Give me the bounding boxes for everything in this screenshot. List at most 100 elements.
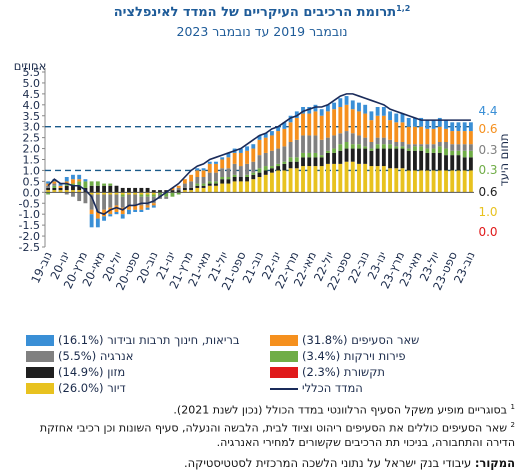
bar-fruit bbox=[64, 183, 69, 186]
bar-food bbox=[46, 187, 51, 191]
bar-energy bbox=[294, 139, 299, 158]
bar-food bbox=[245, 177, 249, 182]
bar-food bbox=[226, 179, 231, 184]
bar-other bbox=[257, 139, 262, 156]
bar-health bbox=[319, 109, 324, 116]
bar-food bbox=[369, 150, 374, 167]
bar-health bbox=[139, 209, 144, 212]
y-tick-label: 4.0 bbox=[23, 99, 41, 112]
bar-energy bbox=[363, 137, 368, 147]
y-tick-label: 4.5 bbox=[23, 88, 41, 101]
bar-other bbox=[207, 163, 212, 173]
bar-housing bbox=[294, 168, 299, 193]
bar-housing bbox=[288, 168, 293, 193]
bar-energy bbox=[437, 142, 442, 147]
bar-food bbox=[170, 190, 175, 193]
bar-housing bbox=[313, 166, 318, 193]
bar-housing bbox=[332, 163, 337, 193]
bar-health bbox=[450, 122, 455, 132]
bar-food bbox=[381, 148, 386, 167]
bar-fruit bbox=[151, 194, 156, 197]
bar-housing bbox=[195, 187, 200, 193]
bar-housing bbox=[357, 163, 361, 193]
bar-other bbox=[133, 205, 138, 210]
bar-health bbox=[226, 152, 231, 158]
y2-axis-label: תחום היעד bbox=[497, 133, 511, 186]
bar-housing bbox=[263, 174, 268, 193]
bar-food bbox=[425, 152, 430, 171]
bar-other bbox=[52, 181, 57, 184]
bar-food bbox=[419, 150, 424, 171]
y-tick-label: -2.0 bbox=[19, 230, 40, 243]
bar-housing bbox=[151, 192, 156, 195]
bar-food bbox=[220, 179, 225, 184]
bar-health bbox=[394, 113, 399, 123]
bar-energy bbox=[444, 142, 448, 149]
bar-fruit bbox=[294, 157, 299, 162]
bar-energy bbox=[319, 139, 324, 156]
bar-other bbox=[394, 122, 399, 142]
bar-other bbox=[77, 179, 82, 182]
footnote-2: 2 שאר הסעיפים כוללים את הסעיפים ריהוט וצ… bbox=[39, 421, 515, 450]
bar-other bbox=[381, 115, 386, 138]
bar-energy bbox=[413, 144, 417, 147]
cpi-line bbox=[47, 93, 471, 216]
footnotes: 1 בסוגריים מופיע משקל הסעיף הרלוונטי במד… bbox=[10, 400, 515, 451]
bar-energy bbox=[182, 183, 187, 188]
plot-area: -2.5-2.0-1.5-1.0-0.50.00.51.01.52.02.53.… bbox=[19, 66, 498, 292]
bar-fruit bbox=[332, 148, 337, 153]
bar-other bbox=[127, 205, 131, 210]
bar-other bbox=[307, 113, 312, 136]
bar-health bbox=[462, 122, 467, 132]
bar-health bbox=[263, 133, 268, 138]
bar-health bbox=[294, 111, 299, 118]
bar-housing bbox=[89, 192, 94, 195]
bar-housing bbox=[120, 192, 125, 195]
bar-fruit bbox=[456, 150, 461, 156]
bar-food bbox=[257, 172, 262, 178]
bar-health bbox=[425, 120, 430, 129]
bar-health bbox=[301, 107, 305, 114]
bar-fruit bbox=[400, 146, 405, 149]
y-tick-label: 5.0 bbox=[23, 77, 41, 90]
legend-label-food: מזון (14.9%) bbox=[58, 365, 126, 379]
legend-swatch-health bbox=[26, 335, 54, 346]
bar-health bbox=[238, 148, 243, 153]
bar-health bbox=[444, 120, 448, 129]
bar-health bbox=[120, 214, 125, 219]
bar-other bbox=[350, 109, 355, 134]
bar-fruit bbox=[95, 181, 100, 186]
bar-energy bbox=[375, 137, 380, 145]
bar-food bbox=[307, 157, 312, 167]
bar-other bbox=[245, 150, 249, 164]
bar-health bbox=[207, 161, 212, 164]
bar-food bbox=[388, 148, 392, 169]
bar-energy bbox=[450, 144, 455, 151]
bar-health bbox=[95, 218, 100, 228]
legend-swatch-other bbox=[270, 335, 298, 346]
bar-housing bbox=[226, 183, 231, 193]
bar-food bbox=[182, 187, 187, 191]
bar-other bbox=[468, 131, 473, 145]
bar-other bbox=[344, 104, 349, 132]
bar-housing bbox=[375, 166, 380, 193]
bar-energy bbox=[64, 192, 69, 195]
bar-other bbox=[263, 137, 268, 153]
source-note: המקור: עיבודי בנק ישראל על נתוני הלשכה ה… bbox=[184, 456, 515, 470]
bar-other bbox=[332, 109, 337, 136]
bar-housing bbox=[381, 166, 386, 193]
legend-swatch-fruit bbox=[270, 351, 298, 362]
bar-energy bbox=[95, 194, 100, 212]
bar-food bbox=[195, 185, 200, 188]
y-tick-label: -0.5 bbox=[19, 197, 40, 210]
bar-other bbox=[462, 131, 467, 145]
bar-fruit bbox=[108, 183, 113, 186]
bar-housing bbox=[388, 168, 392, 193]
legend-swatch-energy bbox=[26, 351, 54, 362]
bar-fruit bbox=[375, 144, 380, 149]
bar-food bbox=[444, 155, 448, 171]
bar-health bbox=[357, 102, 361, 112]
bar-food bbox=[319, 157, 324, 167]
bar-housing bbox=[437, 170, 442, 193]
right-value-label: 1.0 bbox=[478, 205, 497, 219]
